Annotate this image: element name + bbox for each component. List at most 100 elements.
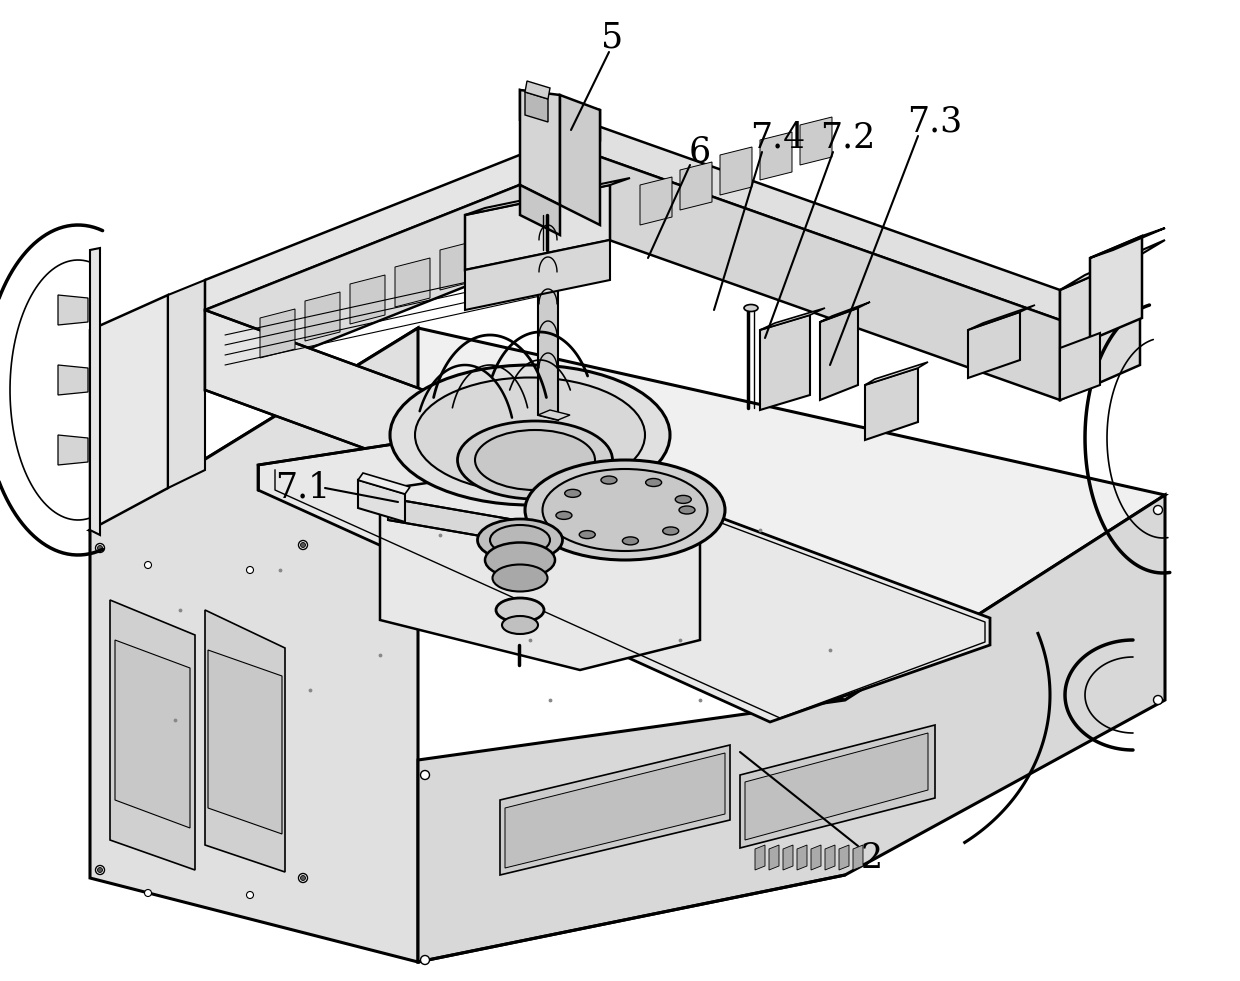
Polygon shape <box>800 117 832 165</box>
Polygon shape <box>1060 240 1166 290</box>
Polygon shape <box>58 365 88 395</box>
Ellipse shape <box>622 537 639 544</box>
Ellipse shape <box>579 531 595 539</box>
Polygon shape <box>720 147 751 195</box>
Ellipse shape <box>145 890 151 897</box>
Ellipse shape <box>1153 505 1163 514</box>
Ellipse shape <box>490 525 551 555</box>
Ellipse shape <box>1153 696 1163 704</box>
Ellipse shape <box>680 506 694 514</box>
Polygon shape <box>866 362 928 385</box>
Polygon shape <box>820 308 858 400</box>
Polygon shape <box>560 95 600 225</box>
Polygon shape <box>1060 255 1140 400</box>
Ellipse shape <box>492 564 548 592</box>
Polygon shape <box>811 845 821 870</box>
Polygon shape <box>839 845 849 870</box>
Ellipse shape <box>300 542 305 547</box>
Polygon shape <box>740 725 935 848</box>
Polygon shape <box>388 498 551 548</box>
Polygon shape <box>258 430 990 722</box>
Polygon shape <box>500 745 730 875</box>
Polygon shape <box>520 90 600 140</box>
Text: 2: 2 <box>861 841 883 875</box>
Polygon shape <box>440 241 475 290</box>
Polygon shape <box>379 460 701 670</box>
Polygon shape <box>465 240 610 310</box>
Text: 6: 6 <box>689 135 711 169</box>
Polygon shape <box>1090 236 1142 340</box>
Polygon shape <box>260 309 295 358</box>
Text: 7.3: 7.3 <box>908 105 962 139</box>
Polygon shape <box>350 275 384 324</box>
Polygon shape <box>465 185 610 270</box>
Ellipse shape <box>477 519 563 561</box>
Polygon shape <box>205 125 595 310</box>
Polygon shape <box>465 178 630 215</box>
Ellipse shape <box>502 616 538 634</box>
Polygon shape <box>205 155 595 390</box>
Ellipse shape <box>247 566 253 574</box>
Polygon shape <box>396 258 430 307</box>
Ellipse shape <box>420 770 429 780</box>
Polygon shape <box>520 185 560 235</box>
Polygon shape <box>782 845 794 870</box>
Ellipse shape <box>646 479 662 487</box>
Polygon shape <box>797 845 807 870</box>
Polygon shape <box>853 845 863 870</box>
Ellipse shape <box>98 545 103 550</box>
Polygon shape <box>525 81 551 99</box>
Ellipse shape <box>496 598 544 622</box>
Polygon shape <box>760 308 825 330</box>
Ellipse shape <box>95 865 104 874</box>
Polygon shape <box>968 312 1021 378</box>
Polygon shape <box>358 473 410 494</box>
Polygon shape <box>58 435 88 465</box>
Polygon shape <box>91 248 100 535</box>
Ellipse shape <box>247 892 253 899</box>
Ellipse shape <box>299 873 308 883</box>
Polygon shape <box>1090 228 1166 258</box>
Ellipse shape <box>564 490 580 497</box>
Polygon shape <box>1060 333 1100 400</box>
Polygon shape <box>91 295 167 530</box>
Polygon shape <box>745 733 928 840</box>
Ellipse shape <box>485 542 556 578</box>
Polygon shape <box>680 162 712 210</box>
Ellipse shape <box>95 543 104 552</box>
Ellipse shape <box>299 541 308 549</box>
Polygon shape <box>525 92 548 122</box>
Polygon shape <box>595 155 1060 400</box>
Polygon shape <box>418 495 1166 962</box>
Polygon shape <box>866 368 918 440</box>
Ellipse shape <box>458 421 613 499</box>
Polygon shape <box>110 600 195 870</box>
Ellipse shape <box>98 867 103 872</box>
Text: 7.2: 7.2 <box>821 121 875 155</box>
Polygon shape <box>115 640 190 828</box>
Ellipse shape <box>300 875 305 881</box>
Ellipse shape <box>145 561 151 569</box>
Polygon shape <box>485 224 520 273</box>
Polygon shape <box>520 90 560 205</box>
Ellipse shape <box>475 430 595 490</box>
Ellipse shape <box>662 527 678 535</box>
Polygon shape <box>205 610 285 872</box>
Ellipse shape <box>525 460 725 560</box>
Polygon shape <box>91 328 1166 700</box>
Ellipse shape <box>744 304 758 312</box>
Text: 7.1: 7.1 <box>275 471 331 505</box>
Polygon shape <box>640 177 672 225</box>
Text: 7.4: 7.4 <box>750 121 806 155</box>
Polygon shape <box>205 310 560 520</box>
Polygon shape <box>769 845 779 870</box>
Polygon shape <box>968 305 1035 330</box>
Ellipse shape <box>556 511 572 519</box>
Polygon shape <box>505 753 725 868</box>
Polygon shape <box>820 302 870 322</box>
Polygon shape <box>538 220 558 420</box>
Polygon shape <box>755 845 765 870</box>
Polygon shape <box>305 292 340 341</box>
Polygon shape <box>358 480 405 522</box>
Polygon shape <box>58 295 88 325</box>
